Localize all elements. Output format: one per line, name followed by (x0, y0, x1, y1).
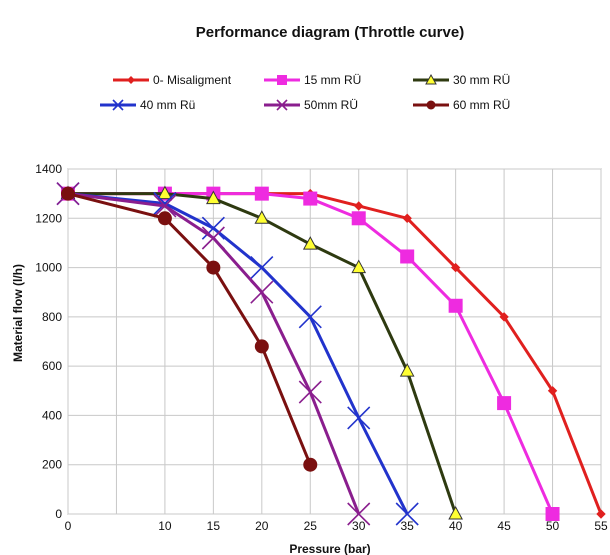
x-tick-label: 30 (352, 519, 366, 533)
data-point (347, 406, 371, 430)
data-point (250, 280, 274, 304)
x-tick-label: 40 (449, 519, 463, 533)
axis-ticks: 0 200 400 600 800 1000 1200 1400 0 10 15 20 25 30 35 40… (35, 162, 608, 533)
data-point (347, 502, 371, 526)
data-point (354, 201, 364, 211)
data-point (596, 509, 606, 519)
x-tick-label: 10 (158, 519, 172, 533)
data-point (399, 363, 415, 377)
data-point (298, 380, 322, 404)
legend-label: 50mm RÜ (304, 98, 358, 112)
data-point (402, 213, 412, 223)
series-6 (61, 186, 318, 472)
legend-marker (127, 76, 135, 84)
data-point (499, 312, 509, 322)
data-point (395, 502, 419, 526)
y-tick-label: 200 (42, 458, 62, 472)
data-point (254, 339, 269, 354)
y-tick-label: 400 (42, 408, 62, 422)
data-point (448, 505, 463, 520)
series-line (68, 192, 554, 515)
data-point (303, 191, 318, 206)
legend-item: 40 mm Rü (100, 98, 195, 112)
data-point (547, 386, 558, 396)
data-point (351, 211, 366, 226)
data-point (448, 298, 463, 313)
x-axis-title: Pressure (bar) (289, 542, 370, 555)
data-point (302, 236, 318, 250)
data-point (254, 186, 269, 201)
legend-item: 60 mm RÜ (413, 98, 510, 112)
y-tick-label: 1200 (35, 211, 62, 225)
chart-legend: 0- Misaligment 15 mm RÜ 30 mm RÜ 40 mm Rü 50… (100, 73, 510, 112)
y-tick-label: 0 (55, 507, 62, 521)
legend-item: 30 mm RÜ (413, 73, 510, 87)
data-point (153, 194, 177, 218)
data-point (201, 216, 225, 240)
x-tick-label: 50 (546, 519, 560, 533)
y-axis-title: Material flow (l/h) (11, 264, 25, 362)
legend-marker (425, 73, 437, 85)
x-tick-label: 35 (401, 519, 415, 533)
y-tick-label: 1400 (35, 162, 62, 176)
series-line (67, 192, 361, 515)
legend-label: 30 mm RÜ (453, 73, 510, 87)
y-tick-label: 1000 (35, 261, 62, 275)
legend-marker (426, 100, 436, 110)
data-point (400, 249, 415, 264)
y-tick-label: 600 (42, 359, 62, 373)
data-point (206, 190, 221, 205)
legend-marker (277, 75, 287, 85)
x-tick-label: 45 (497, 519, 511, 533)
legend-item: 0- Misaligment (113, 73, 232, 87)
legend-label: 40 mm Rü (140, 98, 195, 112)
data-point (450, 262, 461, 273)
legend-label: 60 mm RÜ (453, 98, 510, 112)
x-tick-label: 20 (255, 519, 269, 533)
legend-item: 50mm RÜ (264, 98, 358, 112)
data-point (303, 457, 318, 472)
data-point (250, 256, 274, 280)
legend-label: 15 mm RÜ (304, 73, 361, 87)
data-point (298, 305, 322, 329)
x-tick-label: 0 (65, 519, 72, 533)
data-point (497, 396, 512, 411)
x-tick-label: 55 (594, 519, 608, 533)
x-tick-label: 15 (207, 519, 221, 533)
data-point (206, 260, 221, 275)
legend-label: 0- Misaligment (153, 73, 232, 87)
data-point (157, 185, 173, 200)
legend-item: 15 mm RÜ (264, 73, 361, 87)
data-point (201, 226, 225, 250)
plot-series (56, 182, 606, 526)
data-point (545, 507, 560, 521)
data-point (61, 186, 75, 201)
data-point (351, 259, 367, 274)
chart-title: Performance diagram (Throttle curve) (196, 24, 464, 41)
y-tick-label: 800 (42, 310, 62, 324)
data-point (157, 211, 172, 226)
legend-marker (276, 99, 288, 111)
x-tick-label: 25 (304, 519, 318, 533)
legend-marker (112, 99, 124, 111)
data-point (254, 210, 270, 224)
